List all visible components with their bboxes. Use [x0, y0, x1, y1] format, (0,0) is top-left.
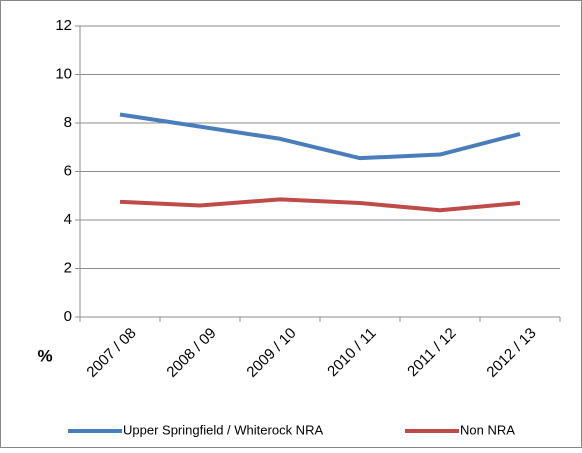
y-tick-label: 2 [64, 259, 72, 276]
legend-label: Upper Springfield / Whiterock NRA [123, 422, 323, 437]
y-tick-label: 0 [64, 308, 72, 325]
y-tick-label: 6 [64, 162, 72, 179]
y-tick-label: 10 [55, 65, 72, 82]
y-tick-label: 12 [55, 17, 72, 34]
y-tick-label: 4 [64, 211, 72, 228]
series-line [119, 197, 521, 213]
y-tick-label: 8 [64, 114, 72, 131]
y-axis-label: % [37, 346, 52, 365]
legend-label: Non NRA [460, 422, 515, 437]
series-line [119, 112, 521, 161]
